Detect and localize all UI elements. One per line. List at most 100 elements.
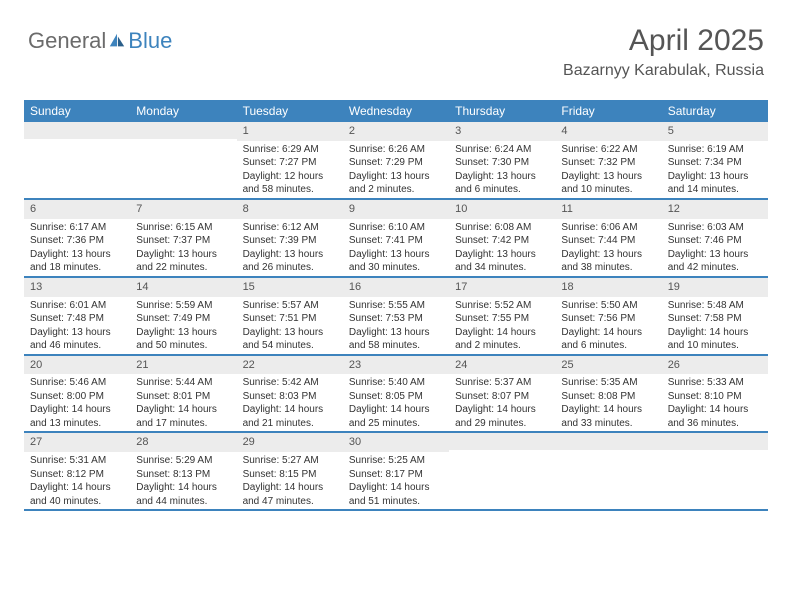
day-details: Sunrise: 5:31 AMSunset: 8:12 PMDaylight:… [24, 452, 130, 509]
detail-line: Sunset: 7:46 PM [668, 234, 762, 248]
day-cell [24, 122, 130, 198]
detail-line: Daylight: 13 hours [455, 248, 549, 262]
day-cell: 24Sunrise: 5:37 AMSunset: 8:07 PMDayligh… [449, 356, 555, 432]
detail-line: Sunrise: 6:17 AM [30, 221, 124, 235]
detail-line: Daylight: 13 hours [30, 248, 124, 262]
detail-line: Sunrise: 5:37 AM [455, 376, 549, 390]
detail-line: Sunset: 8:08 PM [561, 390, 655, 404]
detail-line: Sunrise: 5:27 AM [243, 454, 337, 468]
detail-line: Sunset: 7:39 PM [243, 234, 337, 248]
detail-line: and 2 minutes. [349, 183, 443, 197]
day-number: 1 [237, 122, 343, 141]
day-header-fri: Friday [555, 100, 661, 122]
day-number: 8 [237, 200, 343, 219]
detail-line: Sunset: 7:48 PM [30, 312, 124, 326]
detail-line: Sunset: 7:51 PM [243, 312, 337, 326]
detail-line: Sunset: 8:12 PM [30, 468, 124, 482]
detail-line: Sunset: 7:27 PM [243, 156, 337, 170]
day-details: Sunrise: 5:35 AMSunset: 8:08 PMDaylight:… [555, 374, 661, 431]
detail-line: Daylight: 14 hours [668, 326, 762, 340]
day-number [449, 433, 555, 450]
detail-line: Daylight: 14 hours [668, 403, 762, 417]
week-row: 27Sunrise: 5:31 AMSunset: 8:12 PMDayligh… [24, 433, 768, 511]
day-number: 5 [662, 122, 768, 141]
day-number: 11 [555, 200, 661, 219]
detail-line: Sunrise: 6:29 AM [243, 143, 337, 157]
day-number: 12 [662, 200, 768, 219]
day-details [449, 450, 555, 507]
detail-line: and 10 minutes. [668, 339, 762, 353]
detail-line: and 6 minutes. [561, 339, 655, 353]
detail-line: and 47 minutes. [243, 495, 337, 509]
detail-line: Sunrise: 5:50 AM [561, 299, 655, 313]
detail-line: Daylight: 13 hours [455, 170, 549, 184]
detail-line: Daylight: 14 hours [561, 403, 655, 417]
week-row: 1Sunrise: 6:29 AMSunset: 7:27 PMDaylight… [24, 122, 768, 200]
day-number: 14 [130, 278, 236, 297]
detail-line: Sunrise: 5:59 AM [136, 299, 230, 313]
day-details: Sunrise: 5:33 AMSunset: 8:10 PMDaylight:… [662, 374, 768, 431]
detail-line: and 17 minutes. [136, 417, 230, 431]
detail-line: Sunset: 7:34 PM [668, 156, 762, 170]
day-number: 28 [130, 433, 236, 452]
detail-line: Daylight: 14 hours [243, 403, 337, 417]
detail-line: Sunrise: 6:24 AM [455, 143, 549, 157]
detail-line: and 58 minutes. [349, 339, 443, 353]
day-details [555, 450, 661, 507]
detail-line: Sunset: 8:05 PM [349, 390, 443, 404]
day-details: Sunrise: 5:37 AMSunset: 8:07 PMDaylight:… [449, 374, 555, 431]
detail-line: Sunset: 7:55 PM [455, 312, 549, 326]
day-details: Sunrise: 6:29 AMSunset: 7:27 PMDaylight:… [237, 141, 343, 198]
day-details: Sunrise: 5:40 AMSunset: 8:05 PMDaylight:… [343, 374, 449, 431]
day-cell: 8Sunrise: 6:12 AMSunset: 7:39 PMDaylight… [237, 200, 343, 276]
day-details: Sunrise: 6:24 AMSunset: 7:30 PMDaylight:… [449, 141, 555, 198]
day-cell: 26Sunrise: 5:33 AMSunset: 8:10 PMDayligh… [662, 356, 768, 432]
day-details: Sunrise: 6:01 AMSunset: 7:48 PMDaylight:… [24, 297, 130, 354]
logo: General Blue [28, 28, 172, 54]
day-number: 26 [662, 356, 768, 375]
detail-line: and 30 minutes. [349, 261, 443, 275]
day-details: Sunrise: 6:19 AMSunset: 7:34 PMDaylight:… [662, 141, 768, 198]
detail-line: Daylight: 13 hours [243, 326, 337, 340]
detail-line: Sunrise: 5:52 AM [455, 299, 549, 313]
day-cell: 3Sunrise: 6:24 AMSunset: 7:30 PMDaylight… [449, 122, 555, 198]
day-header-row: Sunday Monday Tuesday Wednesday Thursday… [24, 100, 768, 122]
day-number: 10 [449, 200, 555, 219]
day-cell [449, 433, 555, 509]
day-details: Sunrise: 5:59 AMSunset: 7:49 PMDaylight:… [130, 297, 236, 354]
day-number [130, 122, 236, 139]
detail-line: and 42 minutes. [668, 261, 762, 275]
day-details: Sunrise: 6:26 AMSunset: 7:29 PMDaylight:… [343, 141, 449, 198]
detail-line: Sunrise: 6:22 AM [561, 143, 655, 157]
day-cell: 13Sunrise: 6:01 AMSunset: 7:48 PMDayligh… [24, 278, 130, 354]
detail-line: Sunset: 7:56 PM [561, 312, 655, 326]
day-cell: 30Sunrise: 5:25 AMSunset: 8:17 PMDayligh… [343, 433, 449, 509]
day-cell: 15Sunrise: 5:57 AMSunset: 7:51 PMDayligh… [237, 278, 343, 354]
day-details: Sunrise: 5:46 AMSunset: 8:00 PMDaylight:… [24, 374, 130, 431]
detail-line: Daylight: 13 hours [668, 170, 762, 184]
detail-line: Sunrise: 5:42 AM [243, 376, 337, 390]
detail-line: and 21 minutes. [243, 417, 337, 431]
detail-line: Daylight: 13 hours [136, 248, 230, 262]
detail-line: and 2 minutes. [455, 339, 549, 353]
detail-line: Daylight: 14 hours [455, 326, 549, 340]
detail-line: Sunrise: 5:57 AM [243, 299, 337, 313]
day-cell: 25Sunrise: 5:35 AMSunset: 8:08 PMDayligh… [555, 356, 661, 432]
detail-line: Sunset: 7:36 PM [30, 234, 124, 248]
day-cell: 23Sunrise: 5:40 AMSunset: 8:05 PMDayligh… [343, 356, 449, 432]
detail-line: and 18 minutes. [30, 261, 124, 275]
day-details: Sunrise: 6:15 AMSunset: 7:37 PMDaylight:… [130, 219, 236, 276]
day-cell: 27Sunrise: 5:31 AMSunset: 8:12 PMDayligh… [24, 433, 130, 509]
day-number: 16 [343, 278, 449, 297]
day-details [130, 139, 236, 196]
detail-line: Sunrise: 6:01 AM [30, 299, 124, 313]
week-row: 6Sunrise: 6:17 AMSunset: 7:36 PMDaylight… [24, 200, 768, 278]
day-cell: 17Sunrise: 5:52 AMSunset: 7:55 PMDayligh… [449, 278, 555, 354]
detail-line: Sunrise: 6:12 AM [243, 221, 337, 235]
day-cell [130, 122, 236, 198]
day-cell: 21Sunrise: 5:44 AMSunset: 8:01 PMDayligh… [130, 356, 236, 432]
day-cell: 11Sunrise: 6:06 AMSunset: 7:44 PMDayligh… [555, 200, 661, 276]
day-number: 27 [24, 433, 130, 452]
detail-line: and 38 minutes. [561, 261, 655, 275]
detail-line: Daylight: 13 hours [349, 326, 443, 340]
